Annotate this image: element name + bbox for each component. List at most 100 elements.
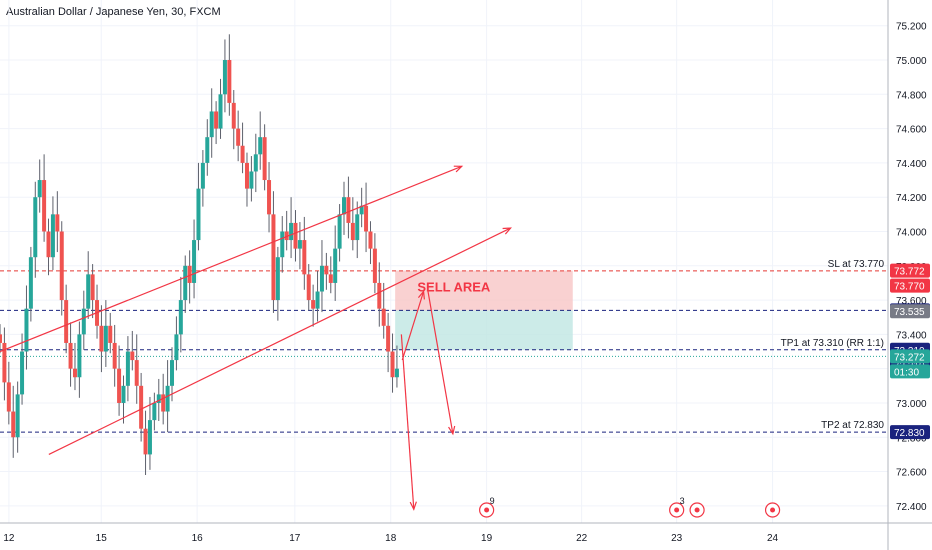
y-tick-label: 74.000 — [896, 227, 927, 238]
price-badge — [890, 304, 930, 319]
y-tick-label: 73.000 — [896, 399, 927, 410]
candle-body — [275, 257, 280, 301]
candle-body — [2, 342, 7, 383]
candle-body — [227, 60, 232, 103]
tp1-label: TP1 at 73.310 (RR 1:1) — [781, 338, 884, 349]
candle-body — [152, 402, 157, 421]
candle-body — [72, 368, 77, 378]
projection-arrow-down-long-head — [409, 501, 417, 511]
price-badge — [890, 364, 930, 379]
y-tick-label: 74.600 — [896, 125, 927, 136]
candle-body — [147, 420, 152, 455]
candle-body — [192, 240, 197, 283]
candle-body — [311, 300, 316, 309]
candle-body — [359, 205, 364, 215]
y-tick-label: 75.000 — [896, 56, 927, 67]
sl-label: SL at 73.770 — [828, 259, 885, 270]
candle-body — [6, 382, 11, 412]
candle-body — [183, 265, 188, 301]
candle-body — [328, 274, 333, 283]
candle-body — [355, 214, 360, 241]
candle-body — [0, 334, 2, 343]
candle-body — [346, 197, 351, 223]
candle-body — [143, 428, 148, 455]
projection-arrow-up-head — [417, 290, 425, 300]
candle-body — [108, 325, 113, 343]
candle-body — [64, 300, 69, 343]
channel-upper-line — [0, 165, 462, 353]
candle-body — [55, 214, 60, 232]
candle-body — [350, 222, 355, 241]
candle-body — [222, 60, 227, 95]
candle-body — [156, 394, 161, 403]
y-tick-label: 73.600 — [896, 296, 927, 307]
candle-body — [394, 368, 399, 378]
candle-body — [381, 308, 386, 326]
candle-body — [236, 128, 241, 146]
candle-body — [200, 162, 205, 189]
candle-body — [112, 342, 117, 369]
candle-body — [33, 197, 38, 258]
price-badge-text: 01:30 — [894, 367, 919, 378]
x-tick-label: 16 — [192, 533, 204, 544]
y-tick-label: 72.600 — [896, 468, 927, 479]
projection-arrow-down-tp2 — [427, 291, 454, 434]
x-tick-label: 17 — [289, 533, 301, 544]
candle-body — [258, 137, 263, 155]
x-tick-label: 12 — [3, 533, 15, 544]
event-marker-dot — [484, 507, 490, 513]
candle-body — [214, 111, 219, 129]
candle-body — [333, 248, 338, 283]
candle-body — [284, 231, 289, 241]
x-tick-label: 24 — [767, 533, 779, 544]
y-tick-label: 74.200 — [896, 193, 927, 204]
candle-body — [209, 111, 214, 138]
candle-body — [249, 171, 254, 189]
candle-body — [15, 394, 20, 438]
price-badge-text: 73.535 — [894, 307, 925, 318]
x-tick-label: 15 — [96, 533, 108, 544]
candle-body — [297, 240, 302, 249]
candle-body — [170, 360, 175, 386]
price-badge-text: 72.830 — [894, 428, 925, 439]
price-badge — [890, 263, 930, 278]
price-badge-text: 73.272 — [894, 352, 925, 363]
candle-body — [253, 154, 258, 172]
candle-body — [86, 274, 91, 309]
candle-body — [68, 342, 73, 369]
tp2-label: TP2 at 72.830 — [821, 420, 884, 431]
candle-body — [99, 325, 104, 352]
candle-body — [165, 385, 170, 412]
y-tick-label: 72.400 — [896, 502, 927, 513]
candle-body — [178, 300, 183, 335]
price-badge-text: 73.772 — [894, 267, 925, 278]
candle-body — [90, 274, 95, 301]
candle-body — [37, 180, 42, 198]
price-badge — [890, 349, 930, 364]
candle-body — [377, 282, 382, 309]
candle-body — [77, 334, 82, 378]
projection-arrow-up — [401, 291, 425, 361]
channel-upper-line-head — [453, 165, 464, 173]
x-tick-label: 23 — [671, 533, 683, 544]
candle-body — [302, 240, 307, 275]
candle-body — [174, 334, 179, 361]
candle-body — [11, 411, 16, 438]
candle-body — [121, 385, 126, 403]
candle-body — [267, 180, 272, 215]
candle-body — [42, 180, 47, 232]
y-tick-label: 74.400 — [896, 159, 927, 170]
candle-body — [368, 231, 373, 249]
candle-body — [306, 274, 311, 301]
candle-body — [372, 248, 377, 283]
candle-body — [271, 214, 276, 301]
candle-body — [315, 291, 320, 309]
candle-body — [81, 308, 86, 335]
candle-body — [117, 368, 122, 403]
candle-body — [161, 394, 166, 412]
candle-body — [50, 214, 55, 258]
event-marker-label: 3 — [680, 496, 685, 506]
event-marker-label: 9 — [490, 496, 495, 506]
